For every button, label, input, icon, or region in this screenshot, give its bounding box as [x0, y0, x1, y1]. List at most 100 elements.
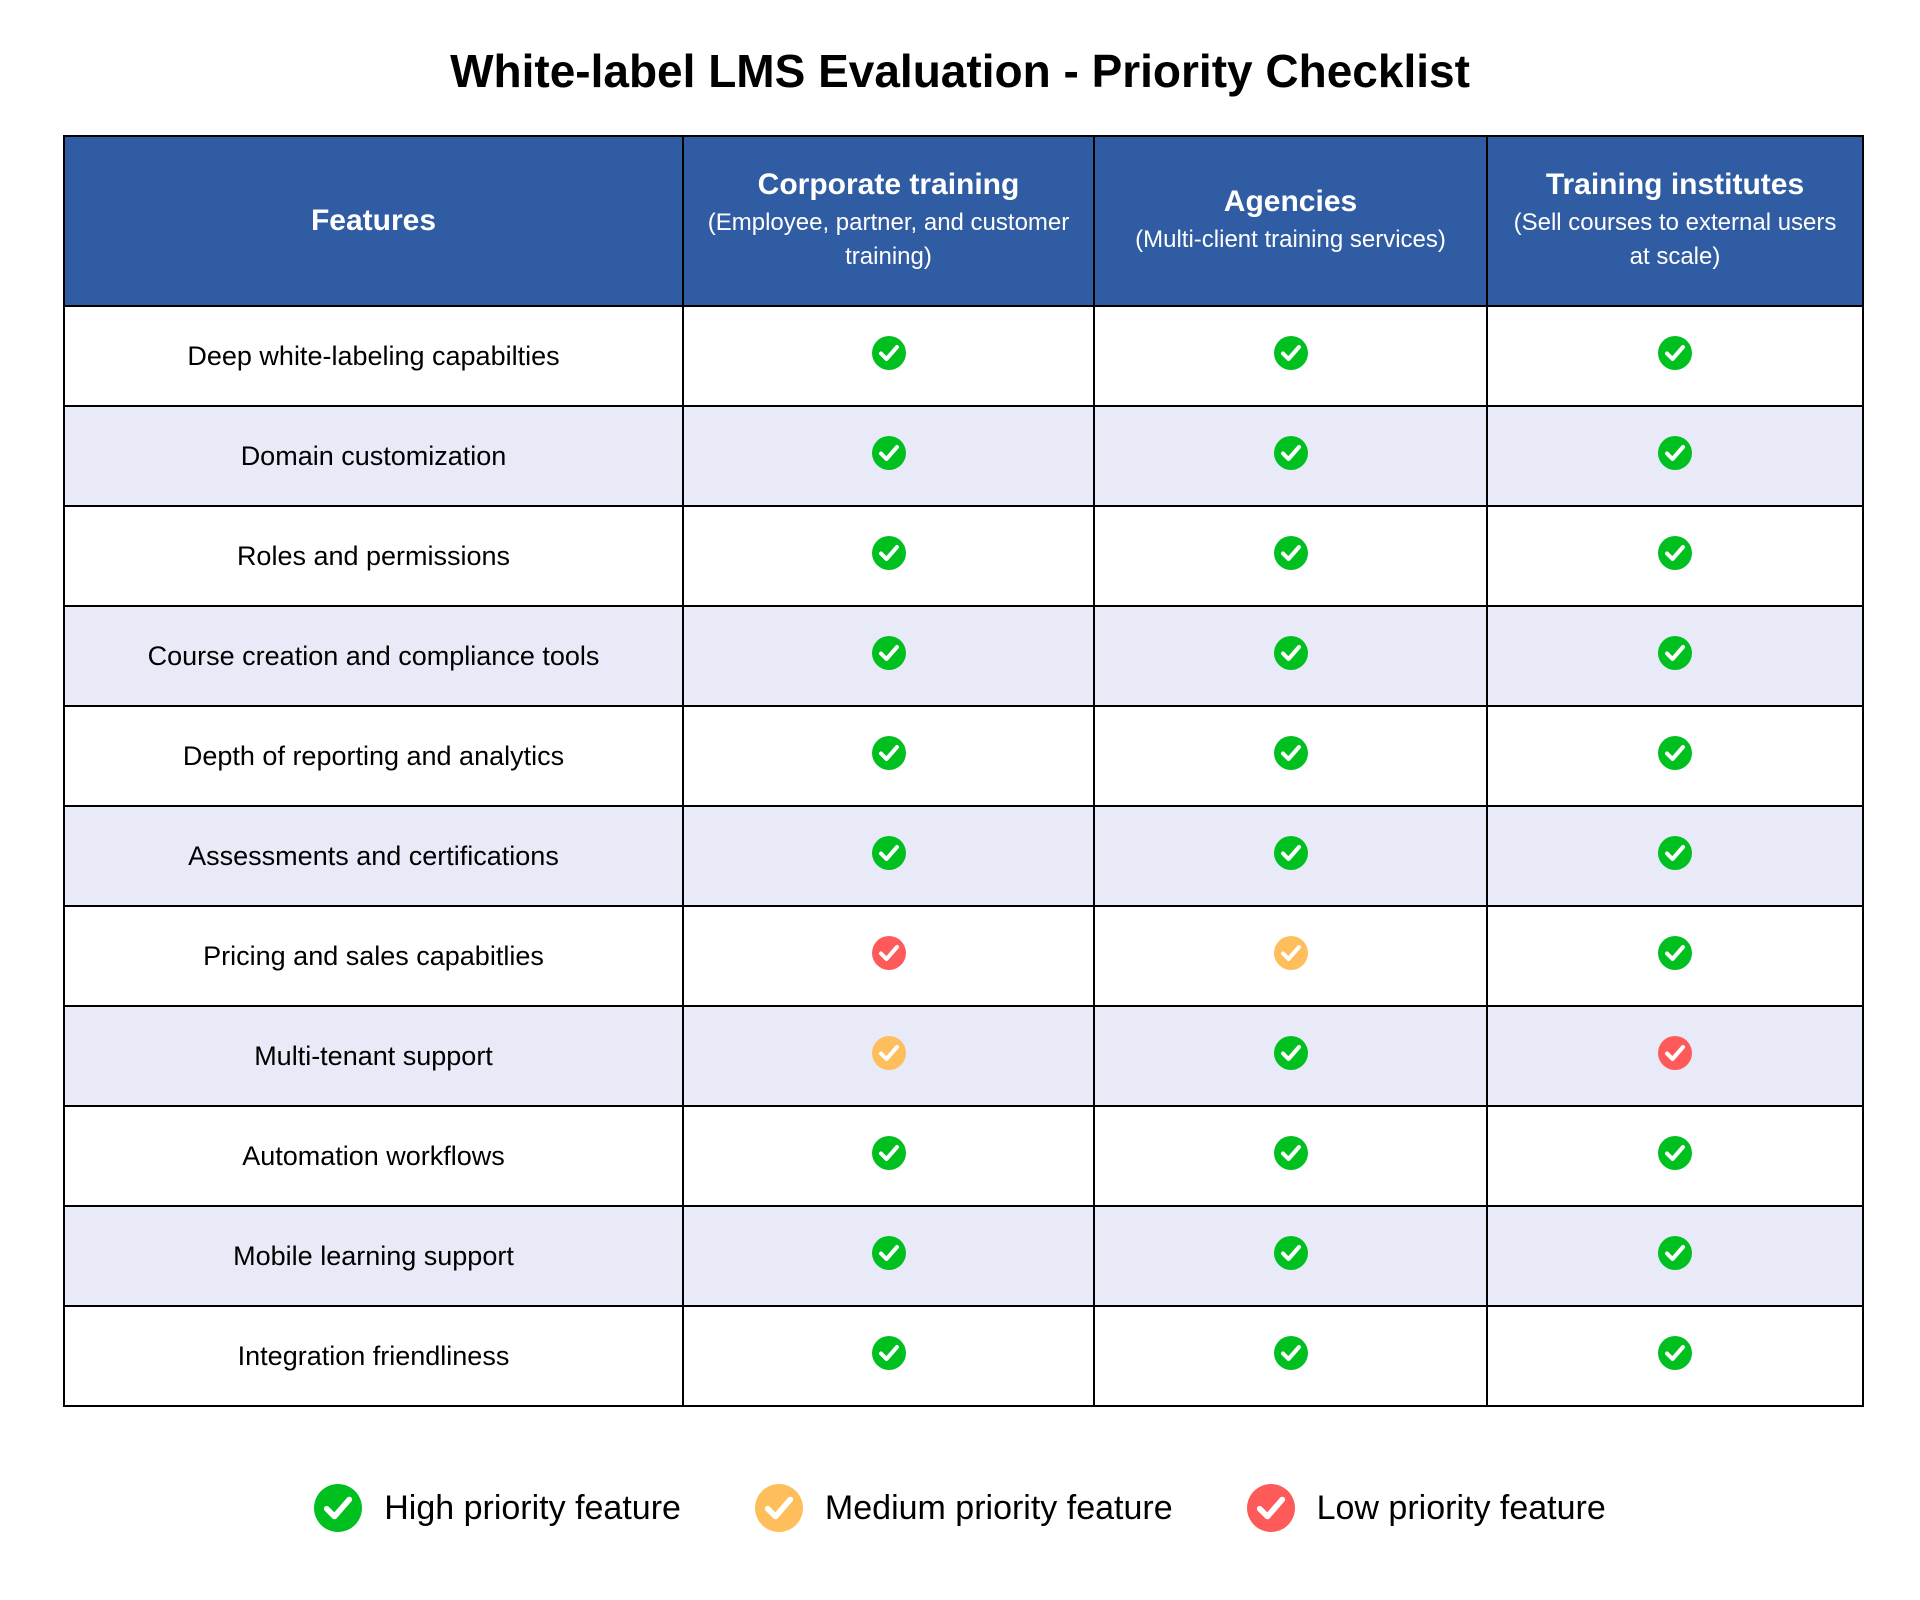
priority-cell	[682, 605, 1095, 707]
priority-cell	[1093, 1305, 1488, 1407]
legend-label: Low priority feature	[1316, 1488, 1606, 1527]
medium-priority-check-icon	[871, 1036, 906, 1071]
column-header-features: Features	[63, 135, 684, 307]
legend: High priority feature Medium priority fea…	[0, 1484, 1920, 1532]
high-priority-check-icon	[871, 1236, 906, 1271]
priority-cell	[682, 405, 1095, 507]
high-priority-check-icon	[1273, 536, 1308, 571]
table-row: Pricing and sales capabitlies	[63, 905, 1864, 1007]
legend-item-high: High priority feature	[314, 1484, 681, 1532]
high-priority-check-icon	[1658, 536, 1692, 571]
column-header-institutes: Training institutes (Sell courses to exte…	[1486, 135, 1864, 307]
table-row: Mobile learning support	[63, 1205, 1864, 1307]
high-priority-check-icon	[1658, 936, 1692, 971]
low-priority-check-icon	[1246, 1484, 1295, 1532]
table-row: Integration friendliness	[63, 1305, 1864, 1407]
column-title: Training institutes	[1545, 168, 1805, 201]
column-header-agencies: Agencies (Multi-client training services)	[1093, 135, 1488, 307]
column-title: Agencies	[1223, 185, 1358, 218]
low-priority-check-icon	[1658, 1036, 1692, 1071]
priority-cell	[1093, 905, 1488, 1007]
priority-cell	[1486, 1305, 1864, 1407]
checklist-table: Features Corporate training (Employee, pa…	[63, 135, 1864, 1407]
priority-cell	[1486, 805, 1864, 907]
table-row: Deep white-labeling capabilties	[63, 305, 1864, 407]
high-priority-check-icon	[1273, 1336, 1308, 1371]
priority-cell	[1093, 305, 1488, 407]
column-header-corporate: Corporate training (Employee, partner, an…	[682, 135, 1095, 307]
medium-priority-check-icon	[754, 1484, 803, 1532]
feature-name: Roles and permissions	[63, 505, 684, 607]
medium-priority-check-icon	[1273, 936, 1308, 971]
table-row: Multi-tenant support	[63, 1005, 1864, 1107]
priority-cell	[1093, 505, 1488, 607]
feature-name: Automation workflows	[63, 1105, 684, 1207]
high-priority-check-icon	[1273, 1236, 1308, 1271]
high-priority-check-icon	[871, 536, 906, 571]
high-priority-check-icon	[1658, 1236, 1692, 1271]
feature-name: Integration friendliness	[63, 1305, 684, 1407]
priority-cell	[1486, 305, 1864, 407]
column-subtitle: (Employee, partner, and customer trainin…	[707, 209, 1070, 270]
feature-name: Deep white-labeling capabilties	[63, 305, 684, 407]
high-priority-check-icon	[1658, 736, 1692, 771]
feature-name: Depth of reporting and analytics	[63, 705, 684, 807]
priority-cell	[1486, 1105, 1864, 1207]
column-subtitle: (Multi-client training services)	[1135, 226, 1446, 253]
priority-cell	[1093, 1105, 1488, 1207]
high-priority-check-icon	[1273, 636, 1308, 671]
priority-cell	[682, 1305, 1095, 1407]
high-priority-check-icon	[1658, 1136, 1692, 1171]
feature-name: Assessments and certifications	[63, 805, 684, 907]
priority-cell	[682, 805, 1095, 907]
table-row: Assessments and certifications	[63, 805, 1864, 907]
legend-item-low: Low priority feature	[1246, 1484, 1606, 1532]
priority-cell	[1093, 605, 1488, 707]
priority-cell	[1093, 1005, 1488, 1107]
table-row: Depth of reporting and analytics	[63, 705, 1864, 807]
priority-cell	[1486, 905, 1864, 1007]
priority-cell	[682, 1105, 1095, 1207]
feature-name: Mobile learning support	[63, 1205, 684, 1307]
priority-cell	[1486, 1205, 1864, 1307]
priority-cell	[682, 905, 1095, 1007]
priority-cell	[1093, 705, 1488, 807]
high-priority-check-icon	[871, 1136, 906, 1171]
priority-cell	[1093, 805, 1488, 907]
high-priority-check-icon	[1273, 736, 1308, 771]
priority-cell	[682, 705, 1095, 807]
high-priority-check-icon	[1273, 836, 1308, 871]
high-priority-check-icon	[871, 436, 906, 471]
priority-cell	[1486, 405, 1864, 507]
high-priority-check-icon	[1273, 336, 1308, 371]
table-row: Course creation and compliance tools	[63, 605, 1864, 707]
column-subtitle: (Sell courses to external users at scale…	[1513, 209, 1837, 270]
high-priority-check-icon	[871, 636, 906, 671]
page-title: White-label LMS Evaluation - Priority Ch…	[450, 45, 1470, 97]
low-priority-check-icon	[871, 936, 906, 971]
feature-name: Pricing and sales capabitlies	[63, 905, 684, 1007]
column-title: Features	[310, 204, 437, 237]
high-priority-check-icon	[1658, 1336, 1692, 1371]
high-priority-check-icon	[314, 1484, 363, 1532]
legend-label: Medium priority feature	[824, 1488, 1173, 1527]
legend-label: High priority feature	[384, 1488, 681, 1527]
high-priority-check-icon	[1658, 336, 1692, 371]
table-row: Automation workflows	[63, 1105, 1864, 1207]
priority-cell	[682, 305, 1095, 407]
high-priority-check-icon	[1273, 1136, 1308, 1171]
priority-cell	[1093, 405, 1488, 507]
high-priority-check-icon	[871, 836, 906, 871]
table-row: Roles and permissions	[63, 505, 1864, 607]
legend-item-medium: Medium priority feature	[754, 1484, 1173, 1532]
high-priority-check-icon	[1273, 1036, 1308, 1071]
priority-cell	[682, 1205, 1095, 1307]
priority-cell	[1486, 505, 1864, 607]
priority-cell	[1486, 1005, 1864, 1107]
table-row: Domain customization	[63, 405, 1864, 507]
header-row: Features Corporate training (Employee, pa…	[63, 135, 1864, 307]
column-title: Corporate training	[757, 168, 1020, 201]
high-priority-check-icon	[1658, 836, 1692, 871]
high-priority-check-icon	[871, 736, 906, 771]
feature-name: Domain customization	[63, 405, 684, 507]
